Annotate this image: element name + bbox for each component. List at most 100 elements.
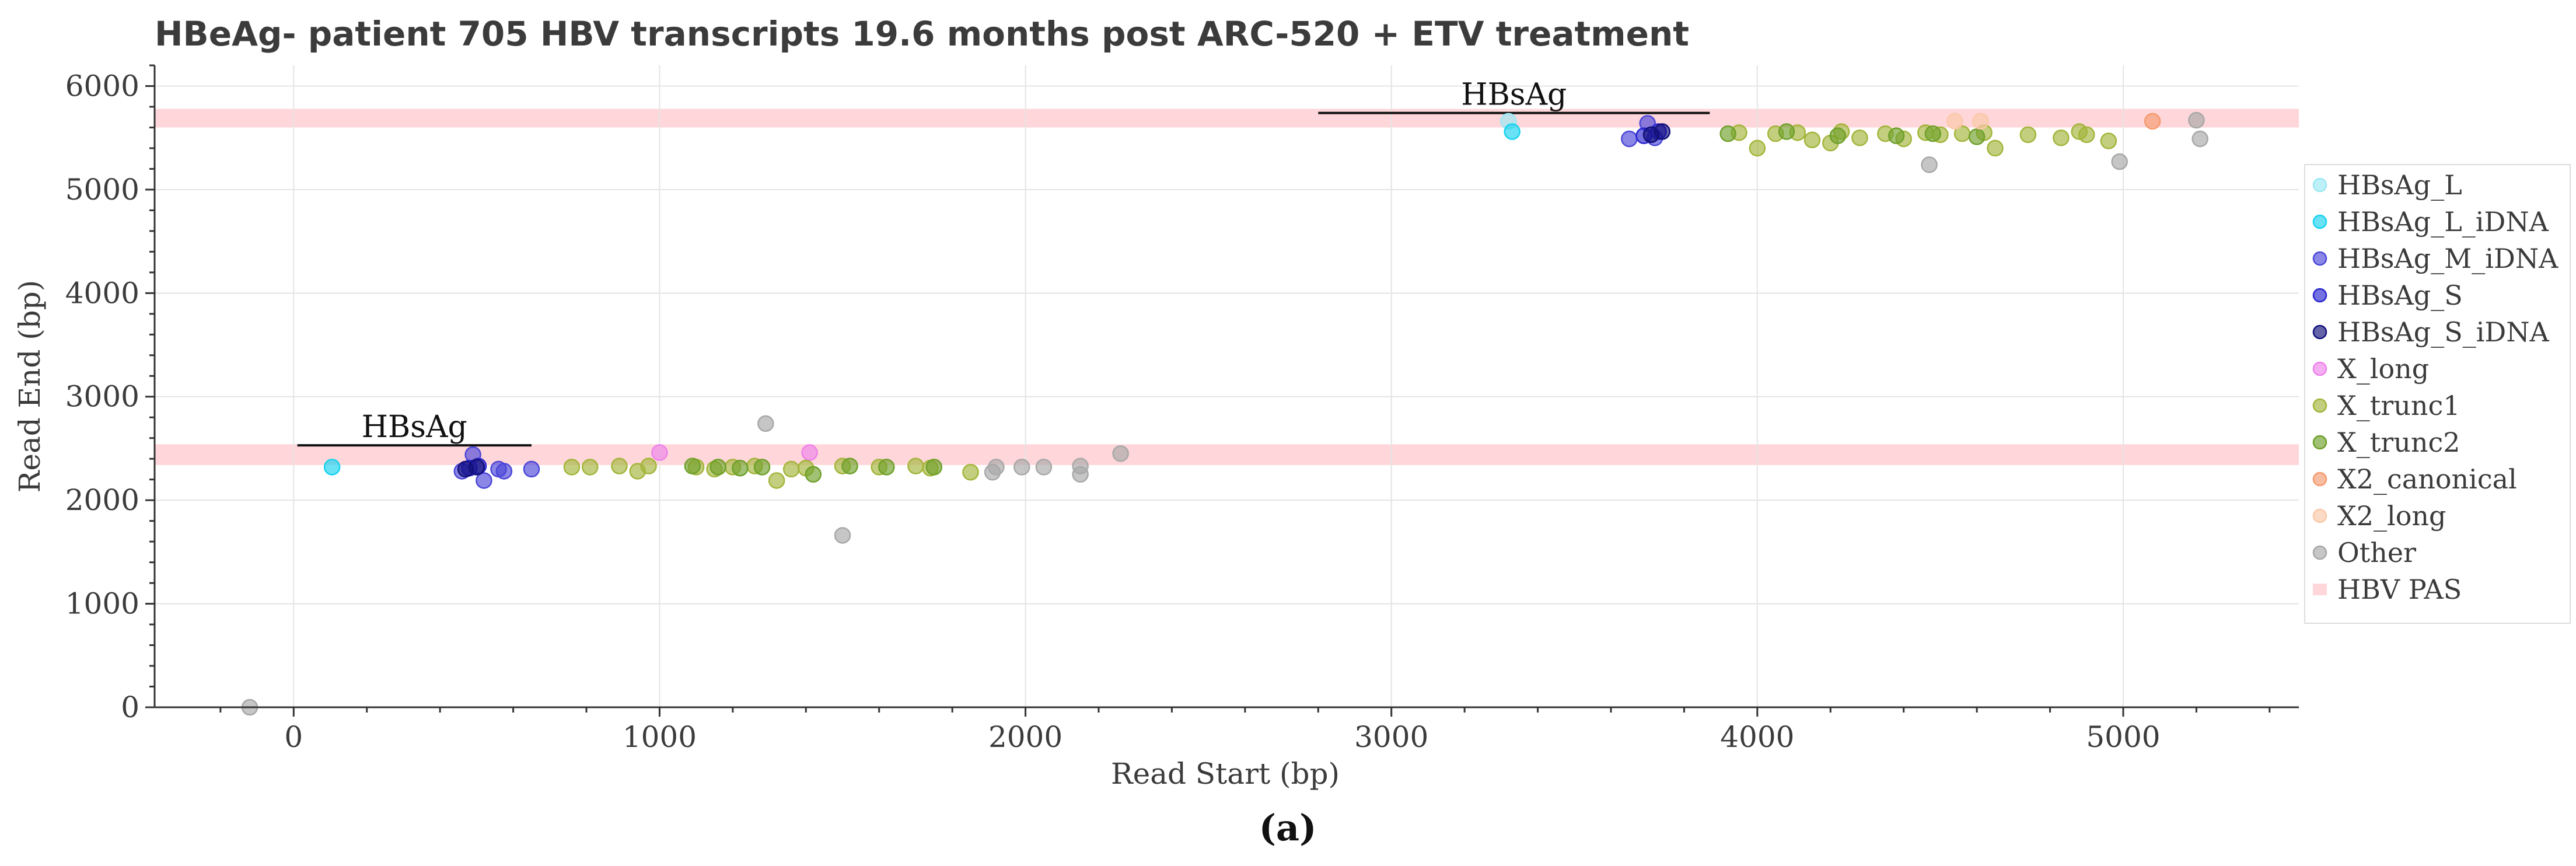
data-point — [2078, 126, 2095, 144]
legend-marker — [2312, 435, 2327, 450]
data-point — [1851, 129, 1868, 146]
data-point — [1749, 139, 1766, 157]
data-point — [2191, 130, 2208, 148]
legend-marker — [2312, 288, 2327, 303]
data-point — [1654, 123, 1671, 140]
legend-label: HBsAg_S — [2337, 280, 2463, 311]
legend-marker — [2312, 214, 2327, 229]
data-point — [1888, 127, 1905, 144]
legend-label: X2_canonical — [2337, 463, 2517, 495]
x-tick-label: 4000 — [1720, 720, 1794, 754]
pas-band — [155, 444, 2299, 465]
x-tick-label: 1000 — [623, 720, 697, 754]
legend-marker — [2312, 177, 2327, 193]
data-point — [1072, 458, 1089, 474]
data-point — [1621, 130, 1638, 148]
legend-marker — [2312, 398, 2327, 413]
data-point — [2019, 126, 2037, 144]
data-point — [962, 464, 979, 481]
y-tick-label: 3000 — [65, 380, 139, 414]
data-point — [1778, 123, 1795, 140]
legend-marker — [2312, 508, 2327, 523]
y-axis-label: Read End (bp) — [13, 280, 47, 493]
legend-label: HBsAg_M_iDNA — [2337, 243, 2558, 274]
data-point — [1112, 445, 1129, 462]
annotation-label: HBsAg — [362, 410, 467, 445]
plot-area — [155, 65, 2299, 707]
data-point — [563, 459, 581, 476]
data-point — [2111, 153, 2128, 170]
legend-marker — [2312, 324, 2327, 340]
data-point — [651, 444, 668, 461]
data-point — [709, 459, 727, 476]
y-tick-label: 1000 — [65, 587, 139, 621]
legend-label: X2_long — [2337, 500, 2446, 532]
legend: HBsAg_L HBsAg_L_iDNA HBsAg_M_iDNA HBsAg_S HB… — [2304, 164, 2571, 624]
data-point — [1719, 125, 1736, 142]
axes — [145, 64, 2299, 717]
data-point — [1829, 127, 1847, 144]
data-point — [801, 444, 818, 461]
data-point — [2100, 132, 2117, 149]
legend-marker — [2312, 545, 2327, 560]
data-point — [1035, 459, 1053, 476]
data-point — [1968, 128, 1986, 145]
x-tick-label: 5000 — [2086, 720, 2160, 754]
x-axis-label: Read Start (bp) — [1111, 757, 1340, 791]
pas-band — [155, 109, 2299, 128]
data-point — [468, 459, 485, 476]
data-point — [2053, 129, 2070, 146]
y-tick-label: 6000 — [65, 69, 139, 103]
data-point — [878, 459, 895, 476]
data-point — [495, 463, 513, 480]
data-point — [841, 458, 858, 474]
annotations: HBsAg HBsAg — [297, 78, 1710, 447]
legend-label: HBV PAS — [2337, 574, 2462, 605]
annotation-label: HBsAg — [1461, 78, 1567, 113]
data-point — [1504, 123, 1521, 140]
data-point — [1803, 131, 1821, 148]
legend-marker — [2312, 361, 2327, 376]
legend-label: Other — [2337, 537, 2416, 568]
legend-label: X_long — [2337, 353, 2429, 385]
legend-box — [2304, 164, 2571, 624]
y-tick-label: 2000 — [65, 483, 139, 517]
data-point — [782, 460, 800, 478]
data-point — [768, 472, 785, 489]
data-point — [1987, 139, 2004, 157]
data-point — [1924, 125, 1942, 142]
tick-labels: 0 1000 2000 3000 4000 5000 0 1000 2000 3000 4000 50… — [65, 69, 2161, 754]
x-tick-label: 3000 — [1354, 720, 1428, 754]
data-point — [523, 460, 540, 478]
legend-swatch — [2313, 584, 2327, 595]
data-point — [757, 415, 774, 432]
data-point — [611, 458, 628, 474]
chart-title: HBeAg- patient 705 HBV transcripts 19.6 … — [155, 14, 1689, 54]
legend-label: HBsAg_L — [2337, 169, 2462, 201]
data-point — [2144, 113, 2161, 130]
data-point — [753, 459, 771, 476]
legend-label: X_trunc1 — [2337, 390, 2460, 421]
data-point — [1972, 113, 1989, 130]
data-point — [834, 527, 851, 544]
y-tick-label: 0 — [121, 690, 139, 724]
data-point — [476, 472, 492, 489]
data-point — [323, 459, 341, 476]
data-point — [805, 466, 822, 483]
x-tick-label: 0 — [284, 720, 303, 754]
data-point — [732, 459, 749, 477]
y-tick-label: 4000 — [65, 276, 139, 310]
figure-caption: (a) — [1259, 806, 1317, 849]
legend-marker — [2312, 251, 2327, 266]
legend-label: HBsAg_S_iDNA — [2337, 316, 2550, 348]
data-points — [241, 111, 2208, 716]
legend-label: X_trunc2 — [2337, 427, 2460, 458]
y-tick-label: 5000 — [65, 173, 139, 207]
data-point — [925, 459, 943, 476]
legend-label: HBsAg_L_iDNA — [2337, 206, 2549, 238]
data-point — [582, 459, 599, 476]
pas-bands — [155, 109, 2299, 465]
data-point — [1921, 156, 1938, 173]
data-point — [684, 458, 701, 474]
